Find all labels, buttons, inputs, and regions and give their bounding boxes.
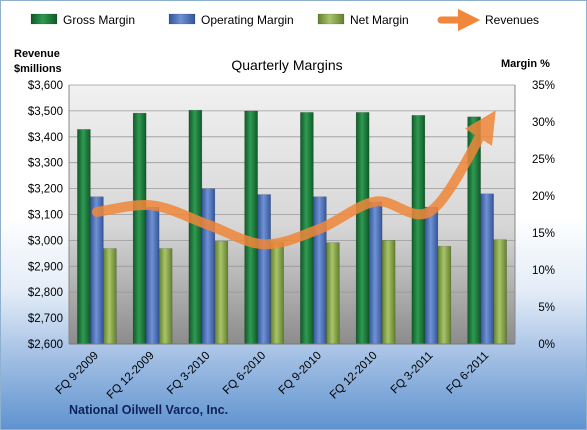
- line-revenues: [91, 110, 496, 250]
- left-tick-label: $2,900: [28, 261, 63, 273]
- left-axis-title-line1: Revenue: [14, 48, 60, 60]
- legend-swatch-net-margin: [317, 13, 345, 25]
- bar-operating-margin: [424, 206, 439, 345]
- right-tick-label: 35%: [532, 80, 555, 92]
- left-axis-ticks: $2,600 $2,700 $2,800 $2,900 $3,000 $3,100 $3,2…: [28, 80, 63, 351]
- right-tick-label: 0%: [538, 339, 555, 351]
- left-tick-label: $2,800: [28, 287, 63, 299]
- revenue-line: [91, 110, 496, 250]
- category-label: FQ 6-2010: [221, 350, 268, 397]
- bar-operating-margin: [257, 194, 271, 345]
- legend-label-net-margin: Net Margin: [350, 13, 409, 27]
- bar-operating-margin: [368, 201, 383, 345]
- left-tick-label: $3,500: [28, 106, 63, 118]
- category-label: FQ 9-2010: [277, 350, 324, 397]
- right-tick-label: 30%: [532, 117, 555, 129]
- bar-net-margin: [381, 240, 396, 345]
- legend-label-gross-margin: Gross Margin: [63, 13, 135, 27]
- bar-gross-margin: [244, 110, 258, 345]
- bar-net-margin: [214, 240, 229, 345]
- right-tick-label: 25%: [532, 154, 555, 166]
- left-axis-title-line2: $millions: [14, 63, 62, 75]
- left-tick-label: $2,700: [28, 313, 63, 325]
- bar-gross-margin: [188, 109, 203, 345]
- left-tick-label: $3,400: [28, 132, 63, 144]
- category-label: FQ 12-2009: [105, 350, 157, 402]
- legend-swatch-gross-margin: [30, 13, 58, 25]
- category-axis-ticks: FQ 9-2009 FQ 12-2009 FQ 3-2010 FQ 6-2010 FQ …: [54, 350, 492, 402]
- bar-gross-margin: [77, 129, 91, 345]
- bar-operating-margin: [480, 193, 494, 345]
- bar-gross-margin: [132, 112, 147, 345]
- chart-title: Quarterly Margins: [231, 57, 342, 73]
- legend: Gross Margin Operating Margin Net Margin Re…: [30, 8, 539, 32]
- right-tick-label: 10%: [532, 265, 555, 277]
- left-tick-label: $2,600: [28, 339, 63, 351]
- bar-operating-margin: [90, 196, 104, 345]
- category-label: FQ 12-2010: [328, 350, 380, 402]
- left-tick-label: $3,000: [28, 235, 63, 247]
- right-axis-ticks: 0% 5% 10% 15% 20% 25% 30% 35%: [532, 80, 555, 351]
- left-tick-label: $3,600: [28, 80, 63, 92]
- bar-gross-margin: [355, 112, 370, 345]
- right-tick-label: 5%: [538, 302, 555, 314]
- bar-net-margin: [158, 248, 173, 345]
- right-axis-title: Margin %: [501, 58, 550, 70]
- left-tick-label: $3,100: [28, 210, 63, 222]
- company-footer: National Oilwell Varco, Inc.: [69, 403, 228, 417]
- bar-net-margin: [326, 242, 340, 345]
- bar-net-margin: [103, 248, 117, 345]
- category-label: FQ 3-2010: [165, 350, 212, 397]
- bar-net-margin: [270, 241, 284, 345]
- category-label: FQ 9-2009: [54, 350, 101, 397]
- bar-operating-margin: [313, 196, 327, 345]
- left-tick-label: $3,300: [28, 158, 63, 170]
- bar-operating-margin: [201, 188, 216, 345]
- category-label: FQ 6-2011: [444, 350, 491, 397]
- bars: [77, 109, 507, 345]
- right-tick-label: 15%: [532, 228, 555, 240]
- bar-gross-margin: [411, 115, 426, 345]
- bar-operating-margin: [145, 206, 160, 345]
- bar-net-margin: [437, 246, 452, 345]
- category-label: FQ 3-2011: [389, 350, 436, 397]
- legend-label-operating-margin: Operating Margin: [201, 13, 294, 27]
- legend-swatch-operating-margin: [168, 13, 196, 25]
- left-tick-label: $3,200: [28, 184, 63, 196]
- right-tick-label: 20%: [532, 191, 555, 203]
- legend-label-revenues: Revenues: [485, 13, 539, 27]
- bar-net-margin: [493, 239, 507, 345]
